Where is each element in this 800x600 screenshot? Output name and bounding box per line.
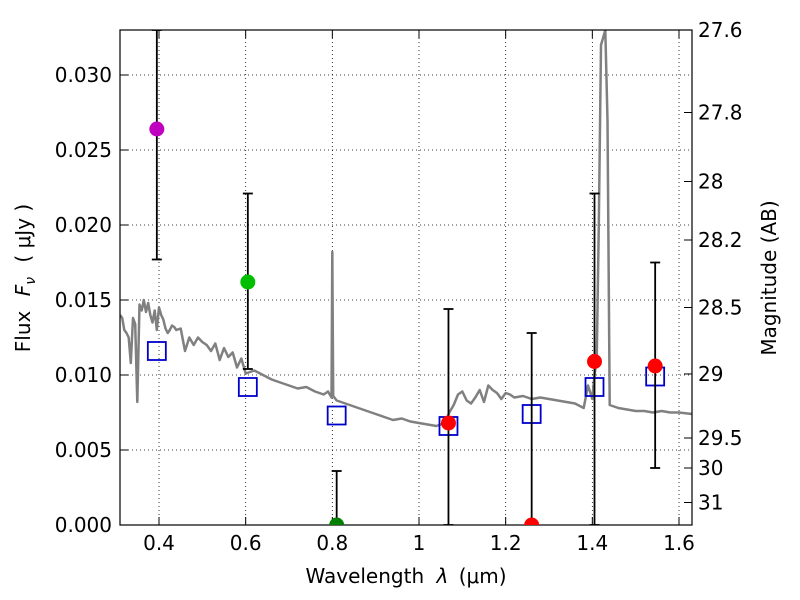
- y-tick-label: 0.005: [55, 438, 112, 462]
- observed-point: [440, 415, 456, 431]
- y2-tick-label: 28.2: [698, 228, 743, 252]
- y-tick-label: 0.010: [55, 363, 112, 387]
- y-tick-label: 0.020: [55, 213, 112, 237]
- y2-axis-label: Magnitude (AB): [757, 200, 781, 355]
- model-point-square: [146, 341, 167, 361]
- y2-tick-label: 27.6: [698, 18, 743, 42]
- observed-point: [647, 358, 663, 374]
- plot-frame: [119, 29, 693, 526]
- plot-area: [120, 30, 692, 436]
- y-tick-label: 0.015: [55, 288, 112, 312]
- observed-points: [149, 121, 663, 525]
- observed-point: [329, 517, 345, 525]
- observed-point: [524, 517, 540, 525]
- x-tick-label: 1: [413, 531, 426, 555]
- y2-tick-label: 29: [698, 362, 723, 386]
- y-tick-label: 0.000: [55, 513, 112, 537]
- y-tick-label: 0.030: [55, 63, 112, 87]
- y2-tick-label: 28: [698, 170, 723, 194]
- x-tick-label: 1.6: [663, 531, 695, 555]
- model-point-square: [326, 405, 347, 426]
- y2-tick-label: 30: [698, 456, 723, 480]
- observed-point: [587, 354, 602, 369]
- axis-ticks: 0.4 0.6 0.8 1 1.2 1.4 1.6 0.000 0.005 0.010 0.015 0…: [55, 18, 743, 555]
- x-tick-label: 1.4: [576, 531, 608, 555]
- y-axis-label: Flux Fν ( μJy ): [11, 204, 40, 352]
- error-bars: [151, 30, 661, 525]
- x-tick-label: 1.2: [490, 531, 522, 555]
- observed-point: [240, 274, 256, 290]
- observed-point: [149, 121, 165, 137]
- x-tick-label: 0.6: [230, 531, 262, 555]
- y2-tick-label: 28.5: [698, 296, 743, 320]
- model-point-square: [237, 377, 258, 397]
- x-tick-label: 0.8: [316, 531, 348, 555]
- model-spectrum-line: [120, 30, 692, 428]
- x-tick-label: 0.4: [143, 531, 175, 555]
- x-axis-label: Wavelength λ (μm): [305, 564, 506, 588]
- y2-tick-label: 27.8: [698, 101, 743, 125]
- y2-tick-label: 29.5: [698, 426, 743, 450]
- y2-tick-label: 31: [698, 491, 723, 515]
- y-tick-label: 0.025: [55, 138, 112, 162]
